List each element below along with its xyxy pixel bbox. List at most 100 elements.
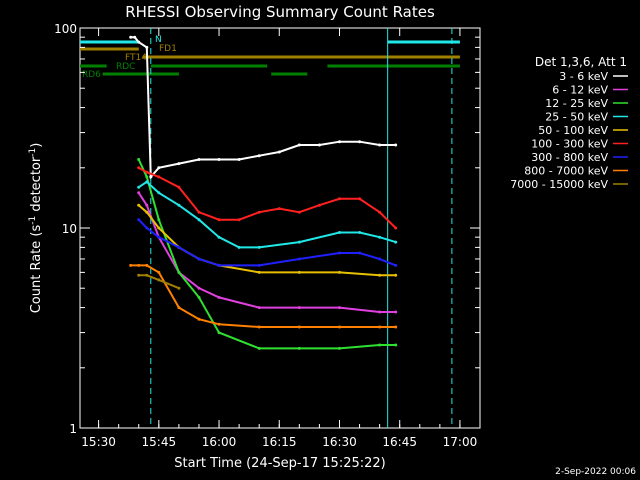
series-point-1 bbox=[297, 306, 301, 310]
series-point-2 bbox=[338, 346, 341, 350]
flag-label-fd1: FD1 bbox=[159, 44, 177, 54]
series-layer bbox=[129, 35, 398, 350]
series-point-7 bbox=[217, 322, 221, 326]
series-point-0 bbox=[237, 158, 241, 161]
series-point-2 bbox=[394, 343, 398, 347]
series-point-8 bbox=[145, 273, 149, 277]
series-point-7 bbox=[129, 263, 133, 267]
x-axis-label: Start Time (24-Sep-17 15:25:22) bbox=[174, 456, 385, 471]
series-point-0 bbox=[394, 143, 398, 147]
x-tick-label-2: 16:00 bbox=[202, 435, 237, 449]
series-point-5 bbox=[378, 210, 382, 214]
series-point-5 bbox=[297, 210, 301, 214]
series-point-0 bbox=[157, 166, 161, 170]
flag-label-ft14: FT14 bbox=[125, 53, 147, 63]
series-point-0 bbox=[277, 150, 281, 154]
y-axis-label: Count Rate (s-1 detector-1) bbox=[28, 143, 44, 314]
series-point-6 bbox=[177, 245, 181, 249]
series-point-3 bbox=[137, 185, 141, 189]
series-point-5 bbox=[317, 203, 321, 207]
y-axis-label-sup1: -1 bbox=[28, 216, 38, 225]
series-point-2 bbox=[217, 331, 221, 335]
series-point-6 bbox=[197, 257, 201, 261]
series-point-4 bbox=[157, 226, 161, 230]
flag-label-rdc: RDC bbox=[116, 62, 135, 72]
series-point-6 bbox=[145, 226, 149, 230]
legend-label-0: 3 - 6 keV bbox=[559, 70, 608, 83]
series-point-7 bbox=[338, 325, 341, 329]
legend-label-2: 12 - 25 keV bbox=[545, 97, 608, 110]
series-point-6 bbox=[338, 251, 341, 255]
flag-label-rd6: RD6 bbox=[82, 70, 101, 80]
series-point-0 bbox=[137, 40, 141, 44]
series-point-2 bbox=[145, 175, 149, 179]
series-point-5 bbox=[217, 218, 221, 222]
legend-label-7: 800 - 7000 keV bbox=[524, 165, 608, 178]
x-tick-label-1: 15:45 bbox=[142, 435, 177, 449]
x-tick-label-6: 17:00 bbox=[443, 435, 478, 449]
y-axis-label-sup2: -1 bbox=[28, 148, 38, 157]
series-point-3 bbox=[145, 180, 149, 184]
series-point-1 bbox=[338, 306, 341, 310]
series-line-8 bbox=[138, 274, 180, 290]
timestamp: 2-Sep-2022 00:06 bbox=[555, 467, 636, 477]
series-point-3 bbox=[338, 231, 341, 234]
series-point-2 bbox=[257, 346, 261, 350]
legend-label-3: 25 - 50 keV bbox=[545, 111, 608, 124]
y-axis-label-mid: detector bbox=[29, 156, 44, 216]
axes: 15:30 15:45 16:00 16:15 16:30 16:45 17:00 1 10 10… bbox=[54, 22, 481, 449]
series-point-7 bbox=[197, 317, 201, 321]
series-point-3 bbox=[237, 245, 241, 249]
x-tick-label-5: 16:45 bbox=[382, 435, 417, 449]
series-point-5 bbox=[237, 218, 241, 222]
series-point-3 bbox=[217, 235, 221, 239]
series-point-3 bbox=[378, 235, 382, 239]
series-point-1 bbox=[257, 306, 261, 310]
series-point-0 bbox=[129, 35, 133, 39]
series-point-1 bbox=[378, 310, 382, 314]
series-point-0 bbox=[257, 154, 261, 158]
legend-label-8: 7000 - 15000 keV bbox=[510, 178, 608, 191]
series-point-2 bbox=[197, 295, 201, 299]
y-tick-label-2: 100 bbox=[54, 22, 77, 36]
series-point-0 bbox=[149, 175, 153, 179]
series-point-3 bbox=[177, 203, 181, 207]
series-point-5 bbox=[177, 185, 181, 189]
series-point-4 bbox=[137, 203, 141, 207]
series-point-3 bbox=[257, 245, 261, 249]
x-tick-label-3: 16:15 bbox=[262, 435, 297, 449]
series-point-5 bbox=[277, 207, 281, 211]
series-point-3 bbox=[197, 218, 201, 222]
series-point-8 bbox=[157, 278, 161, 282]
series-point-1 bbox=[394, 310, 398, 314]
series-point-4 bbox=[394, 273, 398, 277]
series-line-0 bbox=[130, 36, 396, 180]
series-point-7 bbox=[297, 325, 301, 329]
series-point-5 bbox=[157, 175, 161, 179]
series-point-6 bbox=[394, 263, 398, 267]
series-point-5 bbox=[257, 210, 261, 214]
series-point-2 bbox=[157, 218, 161, 222]
series-point-0 bbox=[378, 143, 382, 147]
series-point-4 bbox=[257, 270, 261, 274]
series-point-5 bbox=[137, 166, 141, 170]
series-point-0 bbox=[297, 143, 301, 147]
series-point-2 bbox=[177, 270, 181, 274]
chart-title: RHESSI Observing Summary Count Rates bbox=[125, 3, 435, 21]
series-point-6 bbox=[157, 235, 161, 239]
series-point-1 bbox=[217, 295, 221, 299]
series-point-7 bbox=[394, 325, 398, 329]
series-point-1 bbox=[145, 203, 149, 207]
series-point-6 bbox=[217, 263, 221, 267]
legend-label-1: 6 - 12 keV bbox=[552, 84, 608, 97]
series-point-3 bbox=[297, 240, 301, 244]
series-point-7 bbox=[257, 325, 261, 329]
y-axis-label-main: Count Rate (s bbox=[29, 225, 44, 314]
series-line-6 bbox=[137, 219, 397, 267]
series-point-0 bbox=[338, 140, 341, 144]
series-point-1 bbox=[137, 191, 141, 195]
series-point-5 bbox=[358, 197, 362, 201]
series-point-0 bbox=[217, 158, 221, 161]
